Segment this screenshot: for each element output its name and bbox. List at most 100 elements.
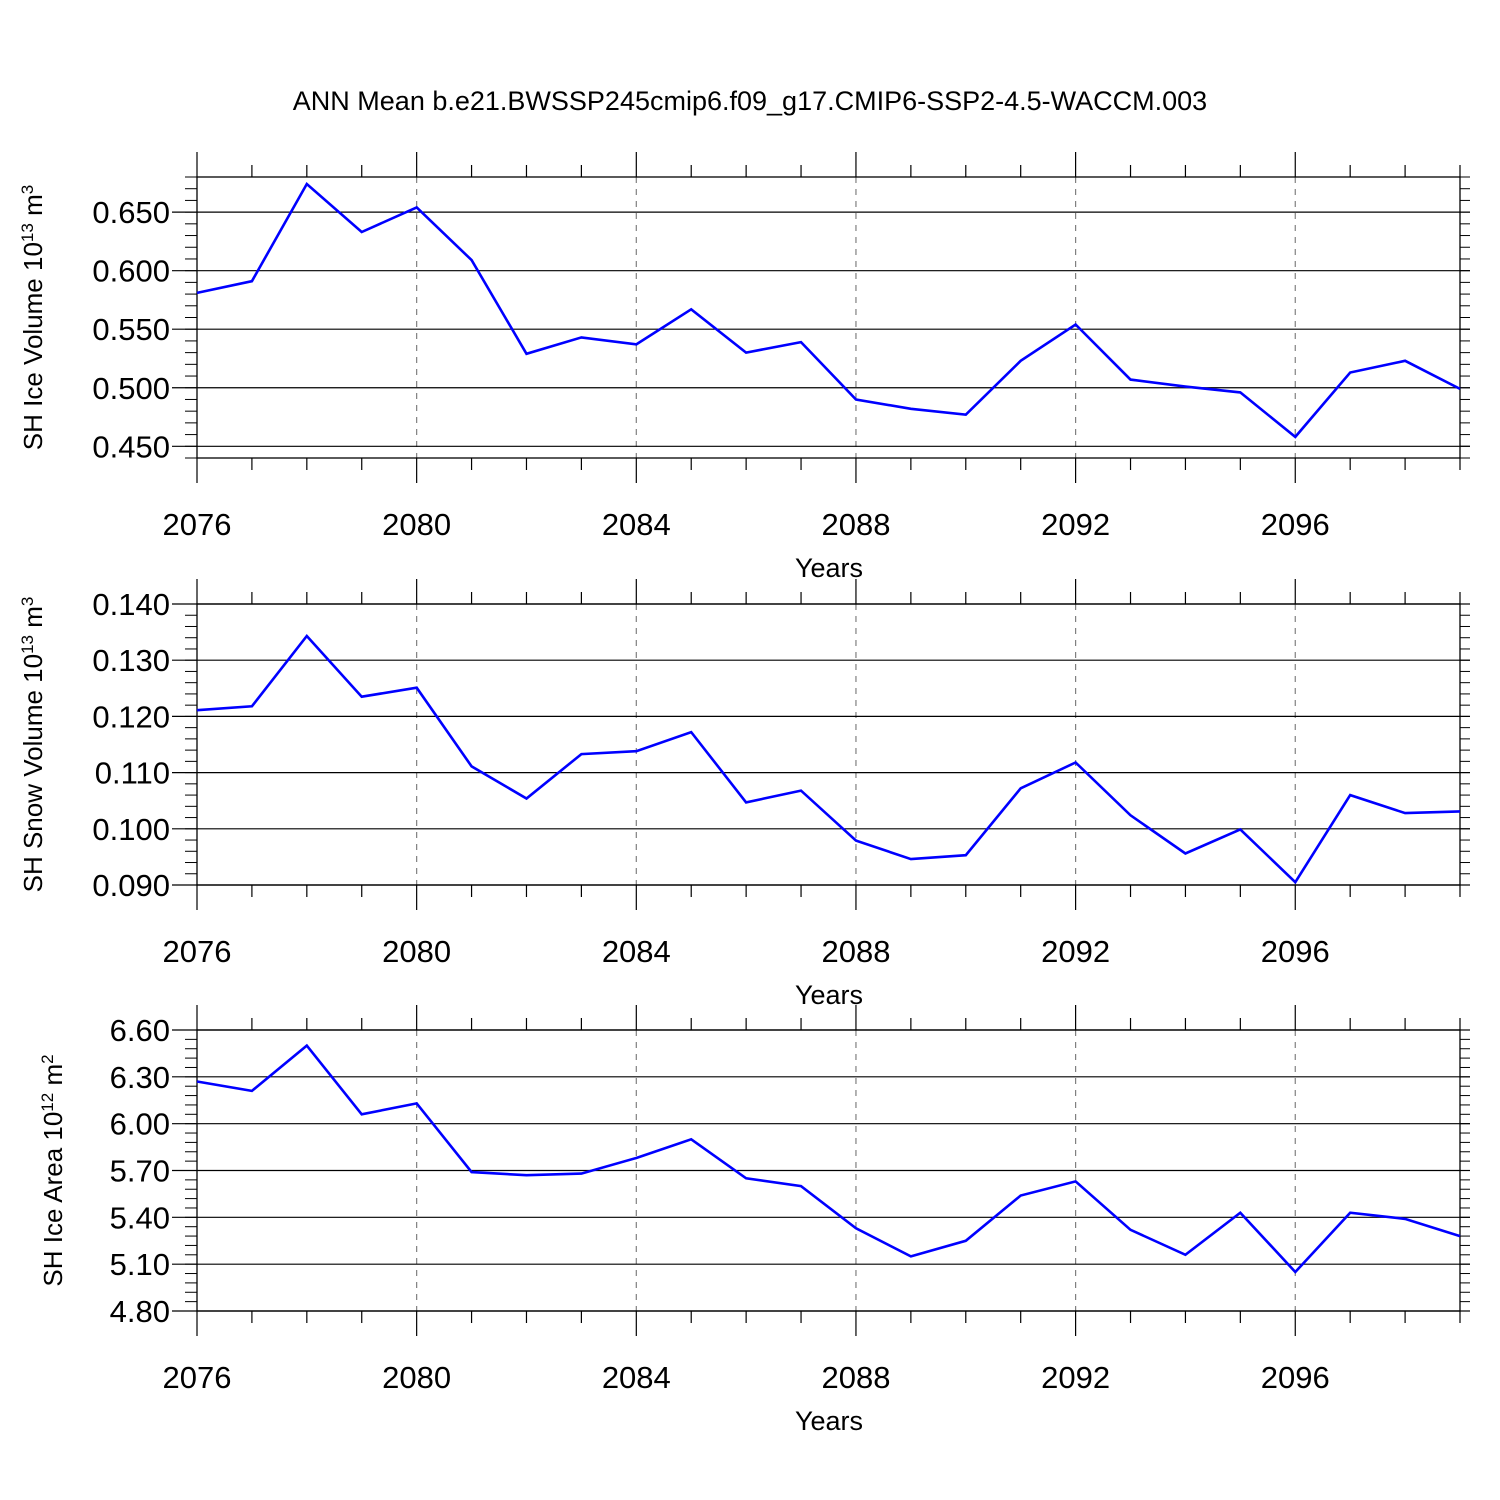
plot-frame [196,176,1461,459]
data-point [470,1170,474,1174]
data-point [909,407,913,411]
x-tick-label: 2076 [163,507,232,542]
y-tick-label: 5.70 [110,1154,170,1189]
data-point [1403,1217,1407,1221]
y-tick-label: 0.450 [92,429,170,464]
x-tick-label: 2080 [382,934,451,969]
data-point [1019,359,1023,363]
data-point [1019,1193,1023,1197]
data-point [634,1156,638,1160]
data-point [1238,390,1242,394]
panel-3: 4.80 5.10 5.40 5.70 6.00 6.30 6.60 2076 2080 2084… [38,1005,1470,1436]
data-point [579,335,583,339]
data-point [1183,1253,1187,1257]
x-tick-label: 2092 [1041,1360,1110,1395]
data-point [744,351,748,355]
data-point [1458,809,1462,813]
data-point [1348,371,1352,375]
data-point [524,796,528,800]
y-tick-label: 0.130 [92,643,170,678]
panel-2: 0.090 0.100 0.110 0.120 0.130 0.140 2076 2080 20… [18,579,1470,1010]
data-point [964,1239,968,1243]
data-point [579,752,583,756]
y-tick-label: 0.600 [92,254,170,289]
data-point [524,1173,528,1177]
data-point [854,839,858,843]
data-point [1129,1228,1133,1232]
panel-1: 0.450 0.500 0.550 0.600 0.650 2076 2080 2084 208… [18,152,1470,583]
y-tick-label: 0.100 [92,812,170,847]
x-tick-label: 2084 [602,1360,671,1395]
data-point [1183,385,1187,389]
x-tick-label: 2096 [1261,934,1330,969]
data-point [909,1254,913,1258]
data-point [1403,811,1407,815]
data-point [799,789,803,793]
data-point [689,1137,693,1141]
x-tick-label: 2088 [821,507,890,542]
data-point [195,1080,199,1084]
data-point [415,205,419,209]
data-point [854,397,858,401]
series-line [196,633,1461,885]
x-axis-label: Years [795,1406,863,1436]
data-point [250,279,254,283]
series-line [196,181,1461,439]
data-point [1403,359,1407,363]
data-point [1074,760,1078,764]
y-axis-label: SH Ice Volume 1013 m3 [18,185,48,450]
y-tick-label: 0.120 [92,699,170,734]
y-tick-label: 0.550 [92,312,170,347]
page-title: ANN Mean b.e21.BWSSP245cmip6.f09_g17.CMI… [292,86,1208,116]
x-tick-label: 2080 [382,1360,451,1395]
data-point [1019,786,1023,790]
data-point [195,291,199,295]
data-point [470,258,474,262]
x-axis-label: Years [795,553,863,583]
x-tick-label: 2092 [1041,934,1110,969]
x-tick-label: 2088 [821,934,890,969]
data-point [744,1176,748,1180]
y-tick-label: 0.110 [95,756,170,791]
data-point [305,182,309,186]
data-point [415,686,419,690]
y-tick-label: 6.60 [110,1013,170,1048]
x-tick-label: 2084 [602,507,671,542]
series-line [196,1043,1461,1274]
data-point [1238,827,1242,831]
data-point [1074,323,1078,327]
data-point [360,1112,364,1116]
x-tick-label: 2080 [382,507,451,542]
data-point [1458,387,1462,391]
data-point [360,230,364,234]
x-tick-label: 2096 [1261,507,1330,542]
data-point [360,695,364,699]
data-point [909,857,913,861]
data-point [415,1101,419,1105]
data-point [524,352,528,356]
y-tick-label: 6.00 [110,1107,170,1142]
data-point [305,634,309,638]
data-point [634,749,638,753]
y-axis-label: SH Ice Area 1012 m2 [38,1054,68,1286]
data-point [1183,852,1187,856]
plot-frame [196,603,1461,886]
data-point [250,704,254,708]
data-point [1293,880,1297,884]
y-tick-label: 5.10 [110,1247,170,1282]
data-point [250,1089,254,1093]
data-point [1348,793,1352,797]
y-tick-label: 0.650 [92,195,170,230]
x-tick-label: 2084 [602,934,671,969]
data-point [1238,1211,1242,1215]
data-point [964,853,968,857]
data-point [1129,813,1133,817]
y-tick-label: 0.500 [92,371,170,406]
data-point [799,1184,803,1188]
x-tick-label: 2096 [1261,1360,1330,1395]
x-tick-label: 2088 [821,1360,890,1395]
data-point [799,340,803,344]
data-point [634,342,638,346]
y-tick-label: 6.30 [110,1060,170,1095]
